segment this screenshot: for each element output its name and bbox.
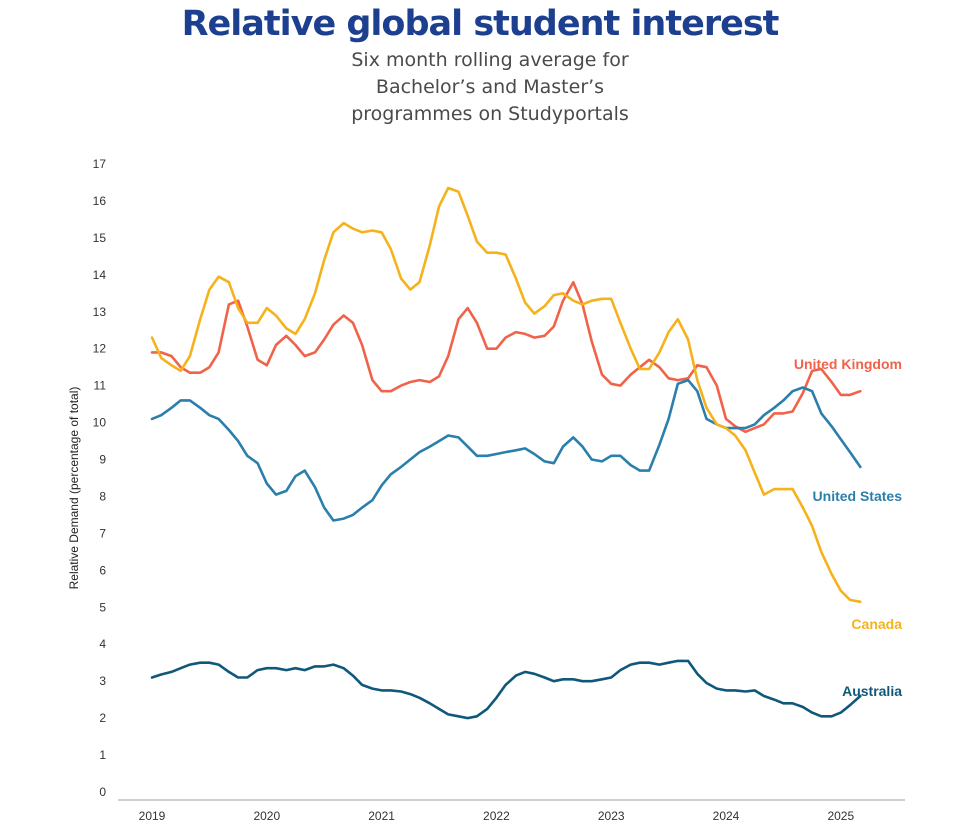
y-tick-label: 9 — [99, 453, 106, 467]
x-tick-label: 2023 — [598, 809, 625, 823]
y-tick-label: 17 — [93, 157, 107, 171]
y-tick-label: 0 — [99, 785, 106, 799]
y-tick-label: 3 — [99, 674, 106, 688]
x-axis-ticks: 2019 2020 2021 2022 2023 2024 2025 — [139, 809, 855, 823]
chart-title: Relative global student interest — [181, 4, 780, 44]
x-tick-label: 2025 — [827, 809, 854, 823]
series-line-canada — [150, 186, 862, 604]
y-axis-label-group: Relative Demand (percentage of total) — [67, 387, 81, 590]
series-labels: United Kingdom United States Canada Austral… — [794, 356, 902, 699]
x-tick-label: 2020 — [253, 809, 280, 823]
y-tick-label: 15 — [93, 231, 107, 245]
y-axis-label: Relative Demand (percentage of total) — [67, 387, 81, 590]
y-tick-label: 11 — [94, 379, 107, 393]
series-lines — [150, 186, 862, 720]
series-label-canada: Canada — [851, 616, 902, 632]
y-tick-label: 12 — [93, 342, 107, 356]
y-tick-label: 2 — [99, 711, 106, 725]
y-tick-label: 10 — [93, 416, 107, 430]
y-tick-label: 8 — [99, 489, 106, 503]
series-label-united-states: United States — [813, 488, 903, 504]
y-tick-label: 7 — [99, 526, 106, 540]
y-tick-label: 6 — [99, 563, 106, 577]
series-line-united-states — [150, 378, 862, 522]
x-tick-label: 2022 — [483, 809, 510, 823]
y-tick-label: 13 — [93, 305, 107, 319]
y-tick-label: 5 — [99, 600, 106, 614]
series-line-united-kingdom — [150, 280, 862, 434]
y-tick-label: 4 — [99, 637, 106, 651]
y-tick-label: 14 — [93, 268, 107, 282]
series-label-united-kingdom: United Kingdom — [794, 356, 902, 372]
chart-subtitle: Six month rolling average for Bachelor’s… — [351, 49, 629, 125]
series-label-australia: Australia — [842, 683, 902, 699]
series-line-australia — [150, 659, 862, 720]
x-tick-label: 2024 — [713, 809, 740, 823]
y-tick-label: 16 — [93, 194, 107, 208]
y-tick-label: 1 — [99, 748, 106, 762]
x-tick-label: 2021 — [368, 809, 395, 823]
x-tick-label: 2019 — [139, 809, 166, 823]
